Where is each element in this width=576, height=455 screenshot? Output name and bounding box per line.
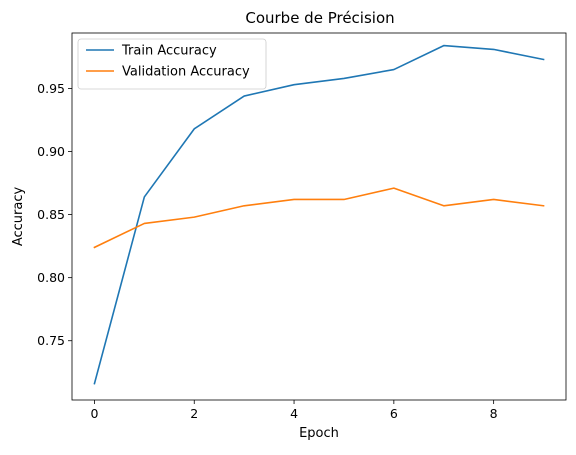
legend: Train Accuracy Validation Accuracy xyxy=(77,38,267,90)
x-axis-ticks: 0 2 4 6 8 xyxy=(90,400,498,421)
legend-box xyxy=(77,38,267,90)
series-line-0 xyxy=(93,44,545,385)
x-axis-label: Epoch xyxy=(299,426,339,441)
y-tick-label: 0.75 xyxy=(37,333,65,348)
y-axis-ticks: 0.75 0.80 0.85 0.90 0.95 xyxy=(37,81,72,348)
x-tick-label: 8 xyxy=(490,406,498,421)
x-tick-label: 6 xyxy=(390,406,398,421)
plot-frame xyxy=(71,32,567,401)
y-tick-label: 0.95 xyxy=(37,81,65,96)
chart-title: Courbe de Précision xyxy=(245,9,394,27)
x-tick-label: 0 xyxy=(90,406,98,421)
x-tick-label: 2 xyxy=(190,406,198,421)
series-lines xyxy=(93,44,545,385)
legend-label-1: Validation Accuracy xyxy=(122,65,250,80)
y-axis-label: Accuracy xyxy=(11,187,26,247)
y-tick-label: 0.85 xyxy=(37,207,65,222)
series-line-1 xyxy=(93,187,545,249)
y-tick-label: 0.90 xyxy=(37,144,65,159)
x-tick-label: 4 xyxy=(290,406,298,421)
legend-label-0: Train Accuracy xyxy=(121,44,217,59)
y-tick-label: 0.80 xyxy=(37,270,65,285)
